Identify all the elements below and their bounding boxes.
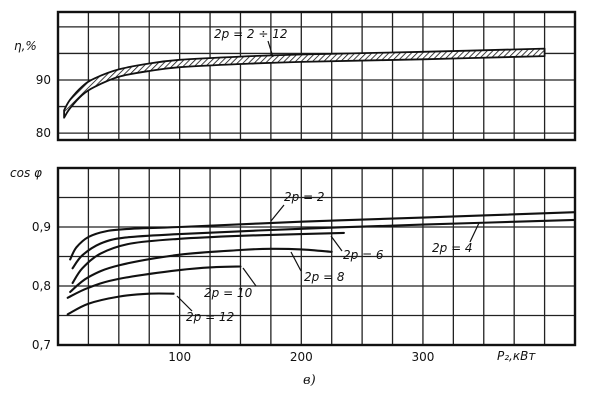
leader-line [176,295,193,312]
y-tick-label: 80 [36,126,51,140]
power-factor-plot: 0,90,80,7 100 200 300 cos φ P₂,кВт 2p = 2 … [10,166,577,364]
series-label-2p-6: 2p = 6 [343,248,384,262]
power-factor-y-axis-label: cos φ [10,166,42,180]
leader-line [330,235,343,252]
power-factor-curve-6 [66,292,175,316]
power-factor-curve-5 [66,265,242,299]
series-label-2p-2: 2p = 2 [284,190,325,204]
efficiency-plot-frame [56,10,577,142]
efficiency-band-label: 2p = 2 ÷ 12 [214,27,288,41]
x-tick-label: 100 [168,350,191,364]
power-factor-curve-3 [71,231,345,285]
series-label-2p-4: 2p = 4 [432,241,473,255]
x-tick-label: 300 [411,350,434,364]
x-axis-label: P₂,кВт [497,349,536,363]
y-tick-label: 0,7 [32,338,51,352]
power-factor-curve-4 [69,247,333,293]
power-factor-y-ticks: 0,9 0,8 0,7 [32,220,51,352]
efficiency-y-ticks: 90 80 [36,73,51,140]
efficiency-grid [58,12,575,140]
efficiency-y-axis-label: η,% [14,39,37,53]
series-label-2p-10: 2p = 10 [204,286,253,300]
power-factor-grid [58,168,575,345]
power-factor-curve-1 [69,211,577,261]
leader-line [267,40,274,58]
power-factor-plot-frame [56,166,577,347]
leader-line [290,251,302,272]
y-tick-label: 90 [36,73,51,87]
efficiency-plot: 90 80 η,% 2p = 2 ÷ 12 [14,10,577,142]
series-label-2p-8: 2p = 8 [304,270,345,284]
x-tick-label: 200 [290,350,313,364]
leader-line [242,267,257,287]
y-tick-label: 0,8 [32,279,51,293]
power-factor-curve-2 [71,218,577,270]
efficiency-band [63,47,546,119]
figure-caption: в) [303,373,316,388]
leader-line [469,222,480,243]
power-factor-marks [66,211,577,316]
series-label-2p-12: 2p = 12 [186,310,234,324]
efficiency-marks [63,47,546,119]
power-factor-x-ticks: 100 200 300 [168,350,434,364]
leader-line [270,204,285,222]
y-tick-label: 0,9 [32,220,51,234]
